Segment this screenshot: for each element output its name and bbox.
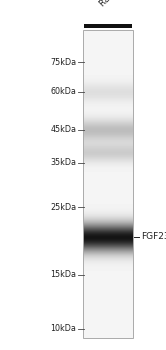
Bar — [84, 24, 132, 28]
Text: FGF23: FGF23 — [141, 232, 166, 241]
Text: Rat brain: Rat brain — [98, 0, 132, 9]
Text: 15kDa: 15kDa — [50, 271, 76, 279]
Bar — [83, 30, 133, 338]
Text: 60kDa: 60kDa — [50, 87, 76, 96]
Text: 10kDa: 10kDa — [50, 324, 76, 333]
Text: 45kDa: 45kDa — [50, 125, 76, 134]
Text: 35kDa: 35kDa — [50, 159, 76, 167]
Text: 25kDa: 25kDa — [50, 203, 76, 212]
Text: 75kDa: 75kDa — [50, 58, 76, 66]
